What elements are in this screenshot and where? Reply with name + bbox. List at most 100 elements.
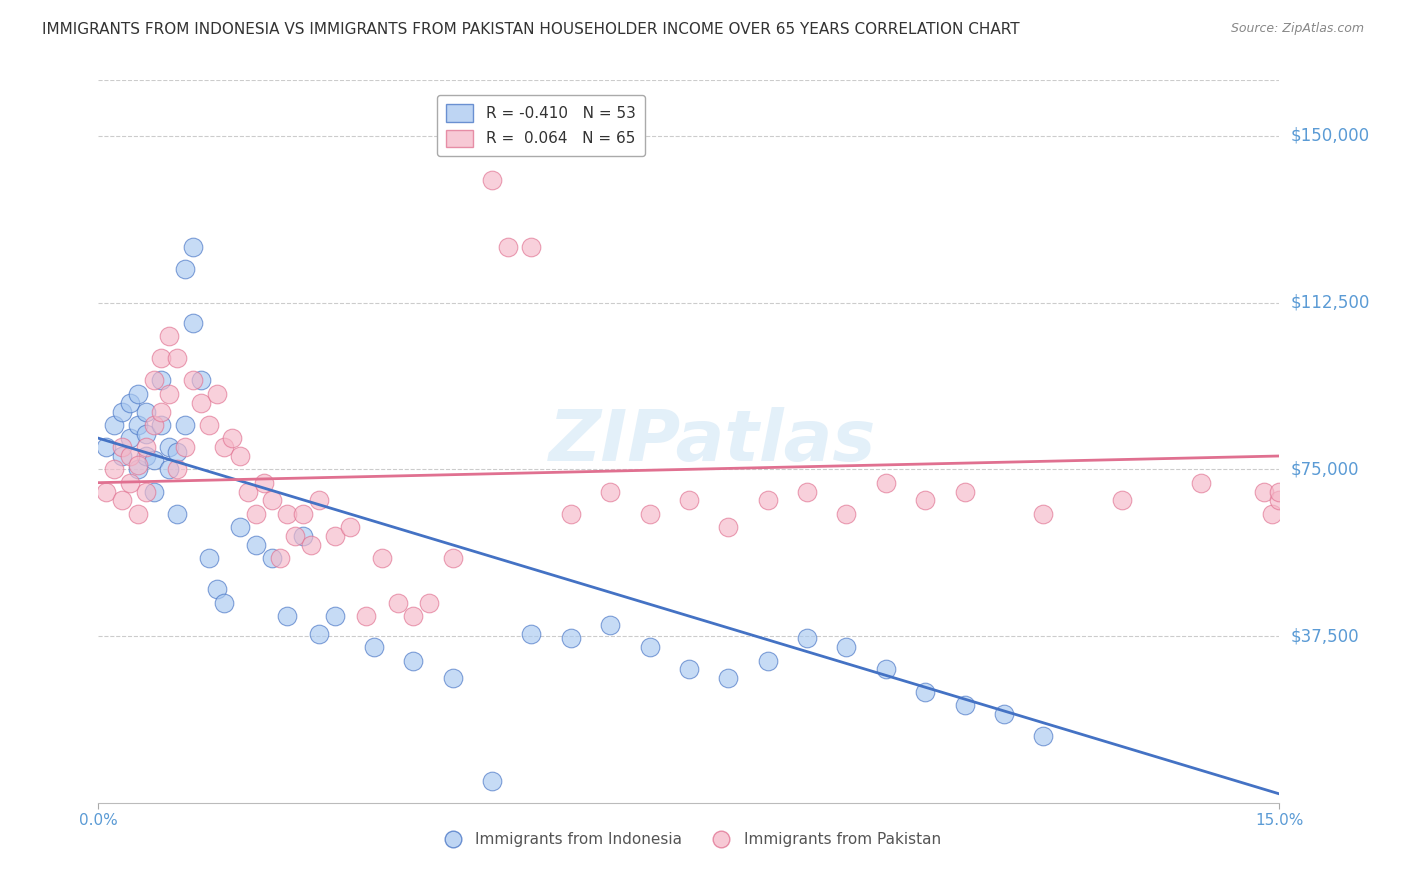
Point [1189,475,1212,490]
Point [1260,507,1282,521]
Point [127,507,149,521]
Point [111,404,134,418]
Point [150,417,173,432]
Point [1111,493,1133,508]
Point [96,484,118,499]
Point [127,462,149,476]
Point [276,609,298,624]
Point [402,653,425,667]
Point [993,706,1015,721]
Point [638,507,661,521]
Point [599,484,621,499]
Point [835,507,858,521]
Point [221,431,243,445]
Point [205,582,228,597]
Point [953,484,976,499]
Point [260,493,283,508]
Text: $112,500: $112,500 [1291,293,1369,311]
Point [150,351,173,366]
Point [157,440,180,454]
Point [174,262,197,277]
Point [229,520,252,534]
Point [914,493,936,508]
Point [166,351,188,366]
Point [284,529,307,543]
Point [1268,484,1291,499]
Point [135,449,157,463]
Point [214,596,236,610]
Point [371,551,394,566]
Point [260,551,283,566]
Point [190,373,212,387]
Point [181,316,204,330]
Point [127,458,149,472]
Point [111,449,134,463]
Point [111,440,134,454]
Point [166,507,188,521]
Point [678,662,700,676]
Text: IMMIGRANTS FROM INDONESIA VS IMMIGRANTS FROM PAKISTAN HOUSEHOLDER INCOME OVER 65: IMMIGRANTS FROM INDONESIA VS IMMIGRANTS … [42,22,1019,37]
Point [354,609,377,624]
Point [111,493,134,508]
Point [402,609,425,624]
Point [236,484,259,499]
Point [520,240,543,254]
Point [441,671,464,685]
Point [756,653,779,667]
Point [717,671,740,685]
Point [181,373,204,387]
Point [638,640,661,655]
Point [796,632,818,646]
Point [835,640,858,655]
Point [118,431,141,445]
Point [174,417,197,432]
Point [339,520,361,534]
Point [599,618,621,632]
Point [135,404,157,418]
Point [520,627,543,641]
Point [953,698,976,712]
Point [292,507,315,521]
Point [96,440,118,454]
Point [118,449,141,463]
Point [308,627,330,641]
Point [560,507,582,521]
Point [496,240,519,254]
Point [269,551,291,566]
Point [197,551,219,566]
Point [150,404,173,418]
Point [276,507,298,521]
Point [229,449,252,463]
Point [1032,729,1054,743]
Point [875,475,897,490]
Text: ZIPatlas: ZIPatlas [548,407,876,476]
Point [560,632,582,646]
Point [387,596,409,610]
Point [157,386,180,401]
Point [292,529,315,543]
Point [197,417,219,432]
Point [118,475,141,490]
Point [214,440,236,454]
Point [127,417,149,432]
Point [717,520,740,534]
Text: Source: ZipAtlas.com: Source: ZipAtlas.com [1230,22,1364,36]
Point [181,240,204,254]
Point [135,484,157,499]
Point [157,462,180,476]
Point [103,417,125,432]
Point [245,538,267,552]
Point [481,773,503,788]
Point [323,609,346,624]
Point [875,662,897,676]
Point [103,462,125,476]
Text: $37,500: $37,500 [1291,627,1360,645]
Point [135,426,157,441]
Point [1268,493,1291,508]
Point [166,444,188,458]
Point [245,507,267,521]
Point [142,484,165,499]
Point [481,173,503,187]
Point [127,386,149,401]
Point [678,493,700,508]
